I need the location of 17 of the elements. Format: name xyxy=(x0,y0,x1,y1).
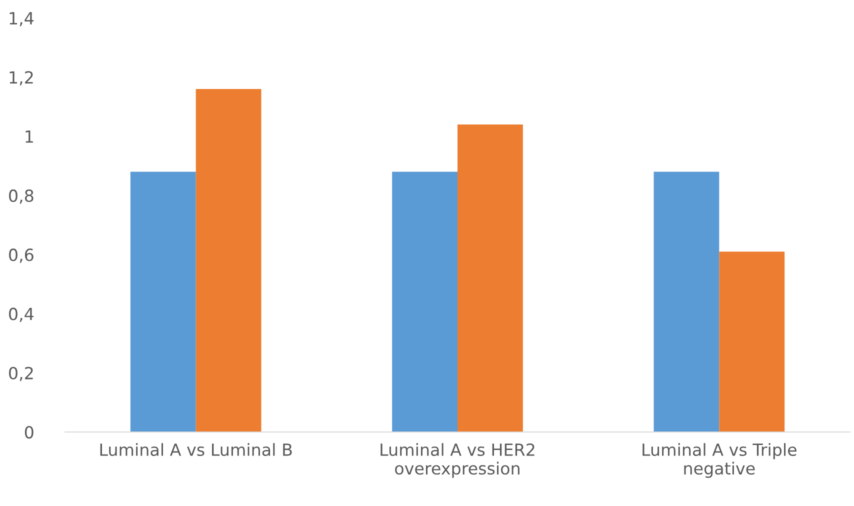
y-tick-label: 1,4 xyxy=(10,12,34,26)
bar xyxy=(392,172,458,432)
y-tick-label: 0,6 xyxy=(9,248,34,263)
bar xyxy=(196,88,262,432)
bar xyxy=(130,172,196,432)
y-tick-label: 0,4 xyxy=(9,308,34,322)
x-tick-label: Luminal A vs Luminal B xyxy=(100,443,292,456)
bar xyxy=(458,124,523,432)
y-tick-label: 0,8 xyxy=(9,189,34,204)
y-tick-label: 1 xyxy=(26,130,33,143)
bar xyxy=(719,252,785,432)
bar xyxy=(654,172,720,432)
x-tick-label: Luminal A vs HER2 overexpression xyxy=(380,443,534,478)
x-tick-label: Luminal A vs Triple negative xyxy=(642,443,796,478)
y-tick-label: 0 xyxy=(24,426,34,439)
y-tick-label: 1,2 xyxy=(10,71,33,86)
y-tick-label: 0,2 xyxy=(9,366,33,382)
